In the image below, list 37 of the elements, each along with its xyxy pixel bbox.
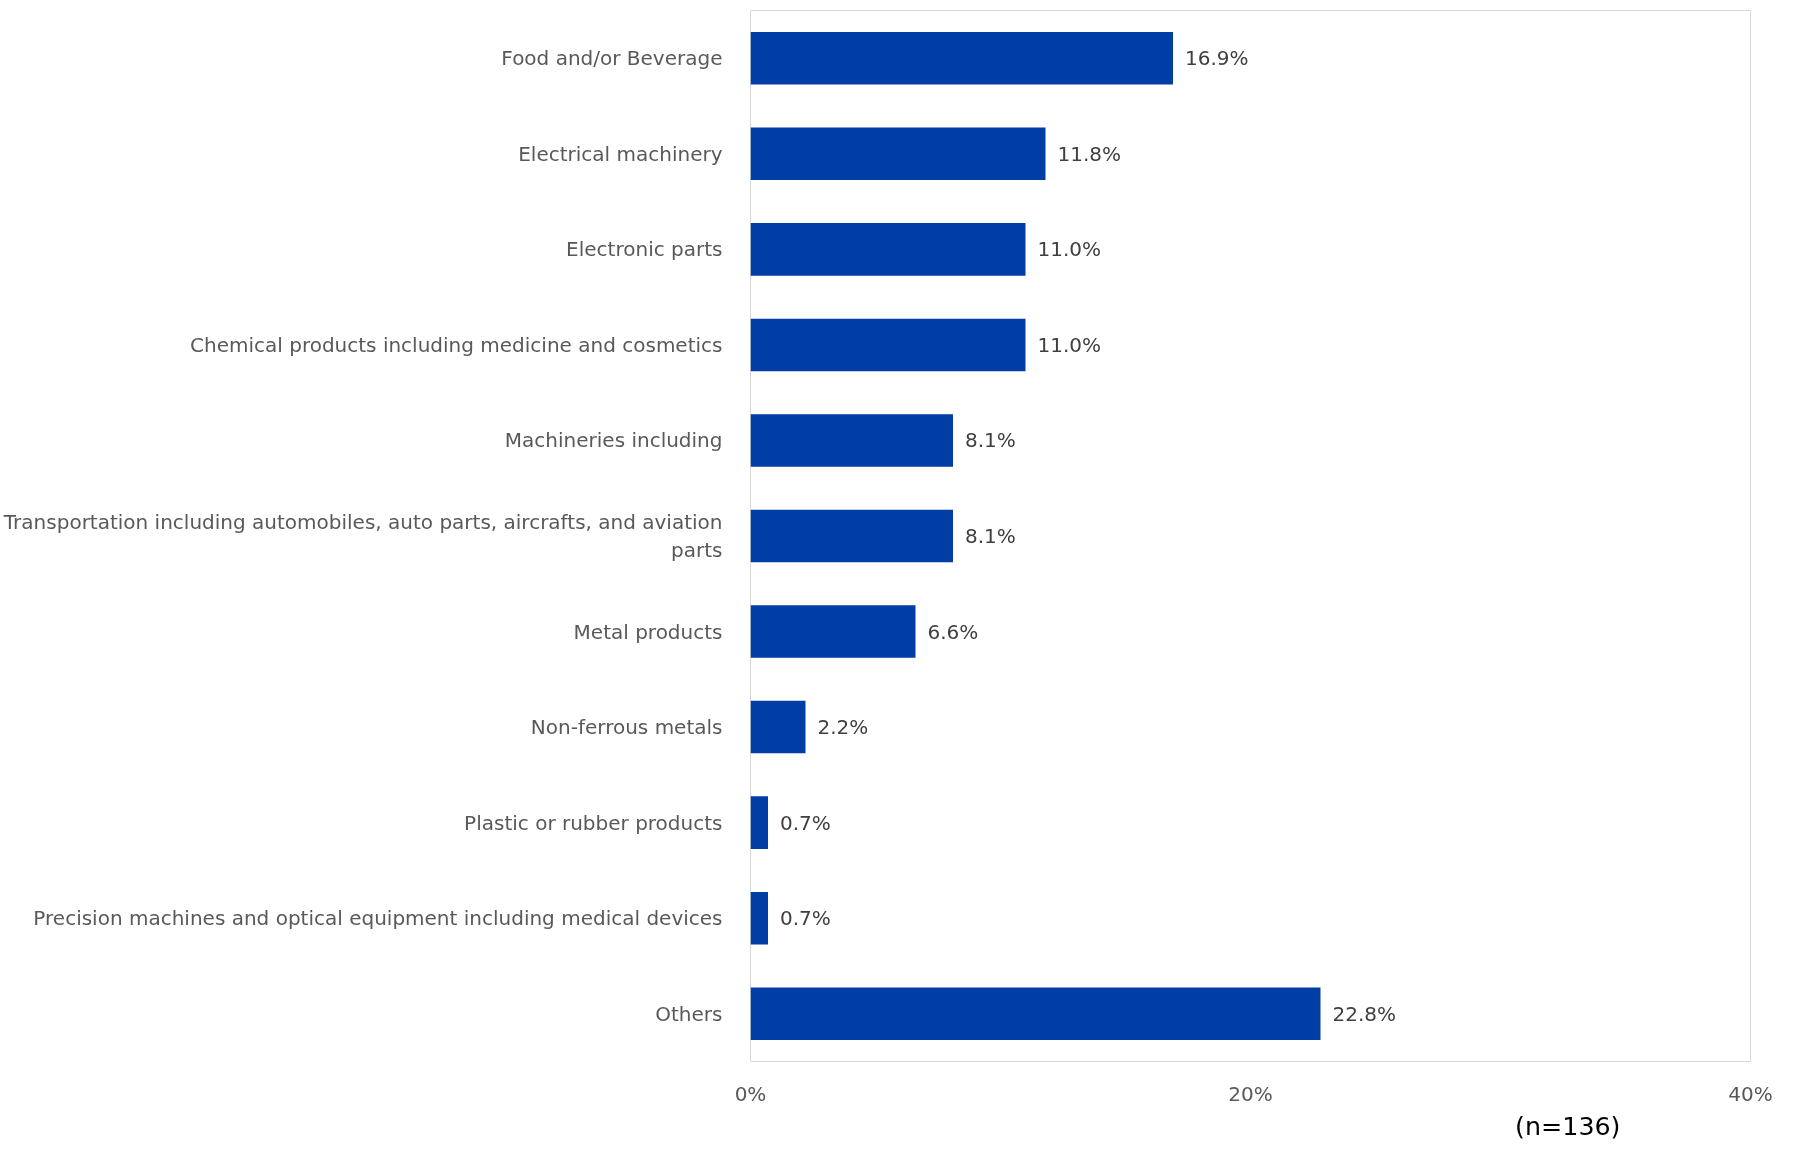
x-tick-label: 0% — [734, 1081, 767, 1106]
data-label: 0.7% — [780, 906, 831, 931]
data-label: 8.1% — [965, 428, 1016, 453]
y-tick-label: Food and/or Beverage — [501, 46, 723, 71]
y-tick-label: Chemical products including medicine and cosmetics — [190, 332, 723, 357]
y-tick-label: Plastic or rubber products — [464, 810, 723, 835]
bar — [750, 605, 916, 658]
y-tick-label: Others — [655, 1001, 723, 1026]
y-tick-label: Electrical machinery — [518, 141, 723, 166]
bar — [750, 127, 1046, 181]
data-label: 16.9% — [1185, 46, 1249, 71]
y-tick-label: Electronic parts — [566, 237, 723, 262]
data-label: 6.6% — [927, 619, 979, 644]
data-label: 22.8% — [1332, 1001, 1397, 1026]
y-tick-label: Precision machines and optical equipment including medical devices — [33, 906, 723, 931]
bar — [750, 987, 1321, 1040]
x-tick-label: 40% — [1728, 1081, 1773, 1106]
data-label: 2.2% — [817, 715, 869, 740]
bar — [750, 414, 953, 467]
data-label: 8.1% — [965, 524, 1016, 548]
bar — [750, 32, 1173, 85]
data-label: 0.7% — [780, 810, 831, 835]
data-label: 11.8% — [1057, 141, 1122, 166]
y-tick-label: Transportation including automobiles, auto parts, aircrafts, and aviation parts — [2, 509, 723, 563]
data-label: 11.0% — [1037, 332, 1102, 357]
x-tick-label: 20% — [1228, 1081, 1273, 1106]
y-tick-label: Machineries including — [504, 428, 723, 453]
bar — [750, 223, 1026, 276]
bar — [750, 509, 953, 563]
bar — [750, 318, 1026, 372]
text: (n=136) — [1515, 1110, 1621, 1141]
bar — [750, 796, 768, 849]
bar — [750, 700, 806, 754]
bar — [750, 891, 768, 945]
data-label: 11.0% — [1037, 237, 1102, 262]
y-tick-label: Non-ferrous metals — [530, 715, 723, 740]
y-tick-label: Metal products — [573, 619, 723, 644]
